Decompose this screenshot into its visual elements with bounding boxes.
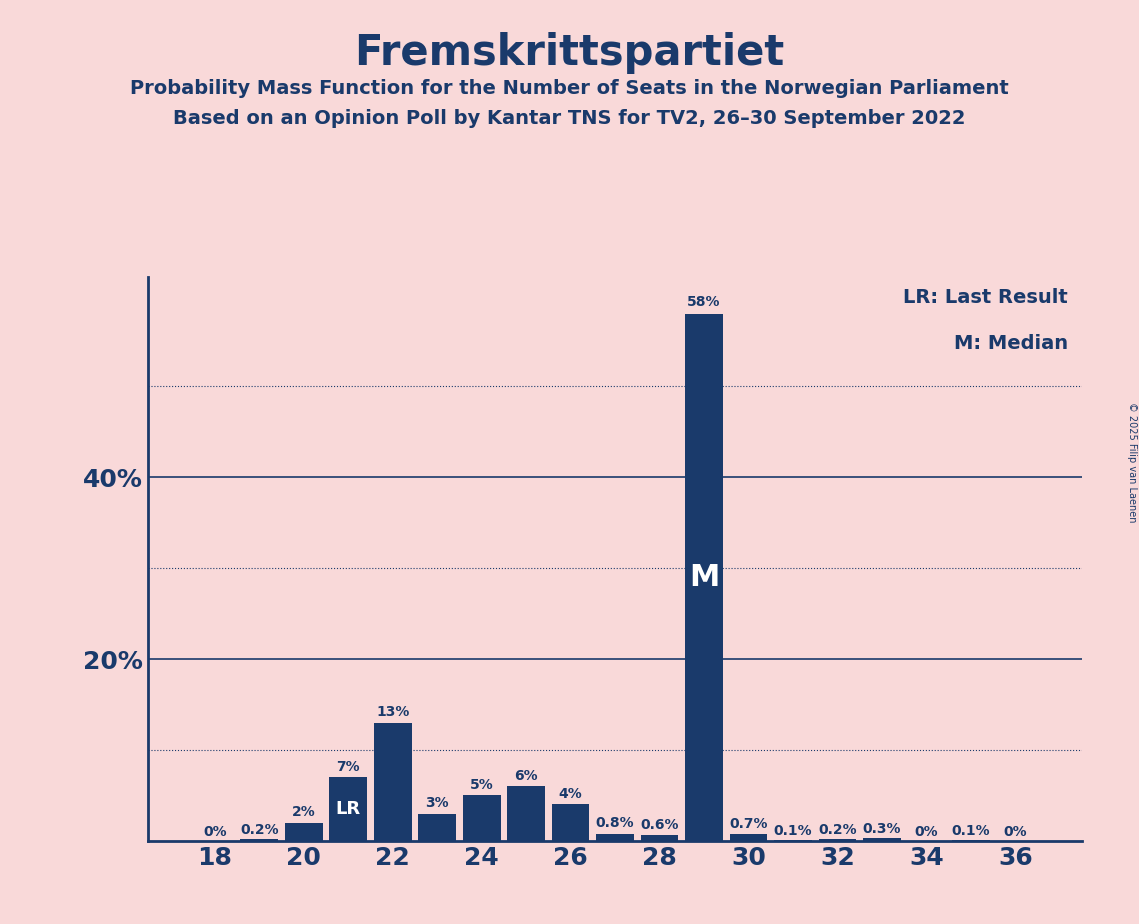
Bar: [240, 839, 278, 841]
Text: © 2025 Filip van Laenen: © 2025 Filip van Laenen: [1126, 402, 1137, 522]
Bar: [596, 833, 634, 841]
Bar: [863, 838, 901, 841]
Bar: [685, 313, 723, 841]
Bar: [507, 786, 544, 841]
Text: Based on an Opinion Poll by Kantar TNS for TV2, 26–30 September 2022: Based on an Opinion Poll by Kantar TNS f…: [173, 109, 966, 128]
Text: M: Median: M: Median: [954, 334, 1068, 353]
Text: 0%: 0%: [915, 824, 939, 839]
Text: 0.1%: 0.1%: [773, 823, 812, 838]
Text: 0.1%: 0.1%: [951, 823, 990, 838]
Text: 58%: 58%: [687, 295, 721, 309]
Text: 0%: 0%: [203, 824, 227, 839]
Text: 13%: 13%: [376, 705, 409, 719]
Text: LR: Last Result: LR: Last Result: [903, 288, 1068, 308]
Bar: [462, 796, 500, 841]
Text: Probability Mass Function for the Number of Seats in the Norwegian Parliament: Probability Mass Function for the Number…: [130, 79, 1009, 98]
Bar: [640, 835, 679, 841]
Bar: [551, 805, 590, 841]
Bar: [819, 839, 857, 841]
Bar: [730, 834, 768, 841]
Text: Fremskrittspartiet: Fremskrittspartiet: [354, 32, 785, 74]
Text: 0.2%: 0.2%: [240, 822, 279, 837]
Text: 0.8%: 0.8%: [596, 816, 634, 830]
Text: 4%: 4%: [559, 787, 582, 801]
Text: 3%: 3%: [425, 796, 449, 810]
Text: M: M: [689, 563, 719, 591]
Text: 0.6%: 0.6%: [640, 818, 679, 832]
Text: LR: LR: [336, 800, 361, 818]
Bar: [374, 723, 411, 841]
Text: 0.2%: 0.2%: [818, 822, 857, 837]
Text: 0.7%: 0.7%: [729, 817, 768, 831]
Text: 2%: 2%: [292, 805, 316, 819]
Text: 7%: 7%: [336, 760, 360, 773]
Text: 0%: 0%: [1003, 824, 1027, 839]
Bar: [329, 777, 367, 841]
Text: 0.3%: 0.3%: [862, 821, 901, 836]
Bar: [418, 813, 456, 841]
Text: 5%: 5%: [469, 778, 493, 792]
Text: 6%: 6%: [515, 769, 538, 783]
Bar: [285, 822, 322, 841]
